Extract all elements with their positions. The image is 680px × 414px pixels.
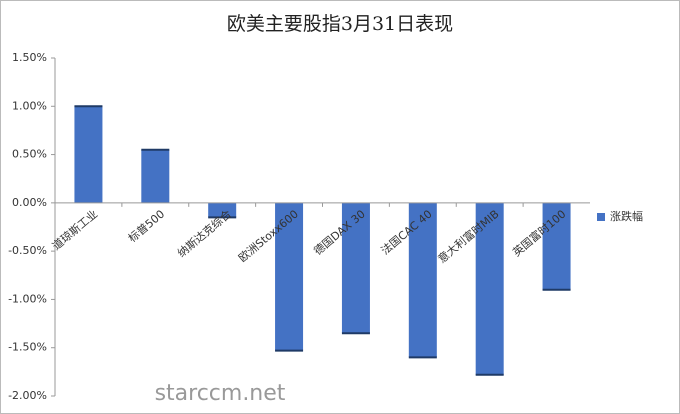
y-tick-label: -1.00% xyxy=(8,292,47,305)
y-tick-label: 1.00% xyxy=(12,99,47,112)
bar xyxy=(208,202,237,218)
bar xyxy=(275,202,304,351)
y-tick-label: -1.50% xyxy=(8,341,47,354)
y-tick-label: 0.50% xyxy=(12,148,47,161)
y-tick-label: -2.00% xyxy=(8,389,47,402)
y-tick-label: 0.00% xyxy=(12,196,47,209)
y-tick-label: -0.50% xyxy=(8,244,47,257)
bar xyxy=(141,149,170,203)
bar xyxy=(475,202,504,375)
bar xyxy=(542,202,571,290)
chart-title: 欧美主要股指3月31日表现 xyxy=(227,13,453,35)
bar xyxy=(74,106,103,203)
bar xyxy=(341,202,370,334)
watermark: starccm.net xyxy=(155,381,286,406)
bar xyxy=(408,202,437,358)
legend-label: 涨跌幅 xyxy=(610,209,643,223)
legend-swatch xyxy=(597,213,605,221)
y-tick-label: 1.50% xyxy=(12,51,47,64)
